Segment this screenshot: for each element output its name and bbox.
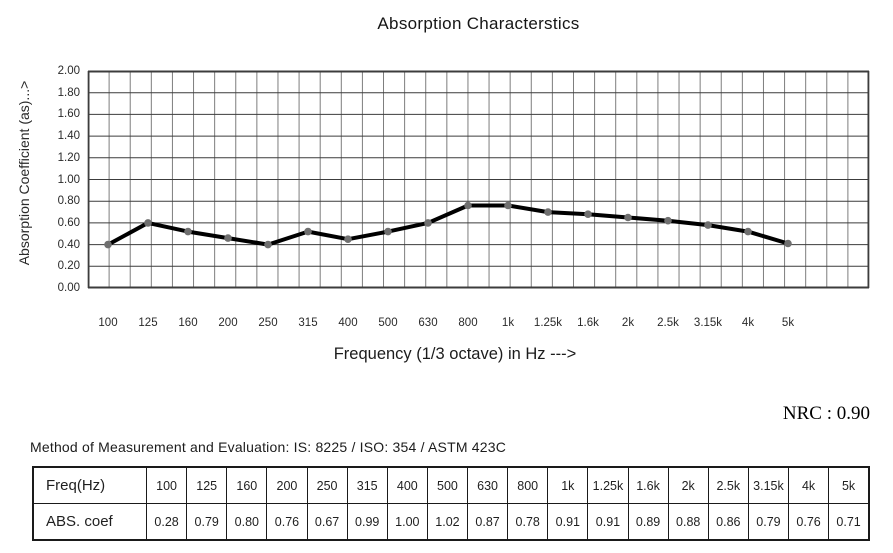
data-point-marker: [304, 227, 312, 236]
absorption-line: [106, 203, 790, 247]
coef-row-header: ABS. coef: [32, 503, 147, 541]
chart-canvas: [87, 70, 870, 289]
x-tick-label: 4k: [741, 317, 755, 329]
freq-cell: 100: [145, 466, 188, 504]
coef-cell: 0.99: [346, 503, 388, 541]
freq-cell: 250: [306, 466, 348, 504]
x-tick-label: 2.5k: [657, 317, 679, 329]
x-axis-label: Frequency (1/3 octave) in Hz --->: [333, 345, 577, 363]
y-tick-label: 1.40: [57, 130, 80, 143]
coef-cell: 0.79: [747, 503, 790, 541]
freq-cell: 1.6k: [627, 466, 669, 504]
data-point-marker: [344, 235, 352, 243]
nrc-value-label: NRC : 0.90: [782, 403, 870, 424]
y-tick-label: 0.20: [57, 260, 80, 273]
x-tick-label: 1k: [501, 317, 515, 329]
data-point-marker: [104, 240, 112, 249]
x-tick-label: 250: [258, 317, 278, 329]
x-tick-label: 5k: [781, 317, 795, 329]
coef-cell: 0.78: [507, 503, 549, 541]
x-tick-label: 1.6k: [577, 317, 599, 329]
coef-cell: 0.87: [466, 503, 509, 541]
y-tick-label: 1.00: [57, 173, 80, 186]
data-point-marker: [384, 227, 392, 236]
data-point-marker: [144, 219, 152, 227]
x-tick-label: 315: [298, 317, 318, 329]
y-tick-label: 1.80: [57, 86, 80, 99]
coef-cell: 0.28: [145, 503, 188, 541]
x-tick-label: 3.15k: [693, 317, 723, 329]
coef-cell: 0.89: [627, 503, 669, 541]
coef-cell: 0.91: [587, 503, 629, 541]
x-tick-label: 100: [98, 317, 118, 329]
freq-cell: 200: [266, 466, 308, 504]
data-point-marker: [464, 201, 472, 210]
absorption-data-table: Freq(Hz) 100 125 160 200 250 315 400 500 630 800 1…: [32, 466, 870, 541]
data-point-marker: [784, 239, 792, 248]
coef-cell: 0.88: [667, 503, 709, 541]
y-axis-label: Absorption Coefficient (as)...>: [16, 80, 32, 266]
data-point-marker: [744, 227, 752, 236]
coef-cell: 0.76: [266, 503, 308, 541]
y-tick-label: 0.00: [57, 282, 80, 294]
coef-cell: 0.80: [226, 503, 268, 541]
coef-cell: 1.02: [426, 503, 469, 541]
x-tick-label: 2k: [621, 317, 635, 329]
data-point-marker: [264, 240, 272, 249]
freq-cell: 800: [507, 466, 549, 504]
x-tick-label: 400: [338, 317, 358, 329]
freq-cell: 1.25k: [587, 466, 629, 504]
x-tick-label: 200: [218, 317, 238, 329]
data-point-marker: [504, 201, 512, 210]
freq-cell: 315: [346, 466, 388, 504]
table-row-frequency: Freq(Hz) 100 125 160 200 250 315 400 500 630 800 1…: [32, 466, 870, 504]
measurement-method-text: Method of Measurement and Evaluation: IS…: [30, 439, 507, 455]
freq-cell: 630: [466, 466, 509, 504]
freq-cell: 4k: [787, 466, 830, 504]
y-tick-label: 1.20: [57, 151, 80, 164]
x-tick-label: 800: [458, 317, 478, 329]
coef-cell: 0.86: [707, 503, 749, 541]
plot-border: [88, 71, 869, 288]
coef-cell: 1.00: [386, 503, 428, 541]
data-point-marker: [544, 208, 552, 216]
data-point-marker: [584, 210, 592, 218]
freq-row-header: Freq(Hz): [32, 466, 147, 504]
freq-cell: 2k: [667, 466, 709, 504]
x-tick-label: 125: [138, 317, 158, 329]
data-point-marker: [704, 221, 712, 229]
coef-cell: 0.91: [547, 503, 589, 541]
freq-cell: 3.15k: [747, 466, 790, 504]
y-tick-label: 2.00: [57, 65, 80, 77]
y-tick-label: 0.60: [57, 216, 80, 229]
freq-cell: 400: [386, 466, 428, 504]
data-point-marker: [664, 216, 672, 225]
x-tick-label: 1.25k: [533, 317, 563, 329]
x-tick-label: 500: [378, 317, 398, 329]
data-point-marker: [224, 234, 232, 242]
coef-cell: 0.67: [306, 503, 348, 541]
freq-cell: 1k: [547, 466, 589, 504]
freq-cell: 160: [226, 466, 268, 504]
table-row-coefficient: ABS. coef 0.28 0.79 0.80 0.76 0.67 0.99 1.00 1.…: [32, 503, 870, 541]
freq-cell: 5k: [828, 466, 870, 504]
coef-cell: 0.76: [787, 503, 830, 541]
freq-cell: 500: [426, 466, 469, 504]
coef-cell: 0.71: [828, 503, 870, 541]
x-tick-label: 160: [178, 317, 198, 329]
chart-title: Absorption Characterstics: [377, 14, 580, 33]
y-tick-label: 1.60: [57, 108, 80, 121]
data-point-marker: [184, 227, 192, 236]
coef-cell: 0.79: [186, 503, 228, 541]
freq-cell: 125: [186, 466, 228, 504]
data-point-marker: [424, 219, 432, 227]
x-tick-label: 630: [418, 317, 438, 329]
freq-cell: 2.5k: [707, 466, 749, 504]
data-point-marker: [624, 213, 632, 222]
y-tick-label: 0.80: [57, 195, 80, 208]
y-tick-label: 0.40: [57, 238, 80, 251]
